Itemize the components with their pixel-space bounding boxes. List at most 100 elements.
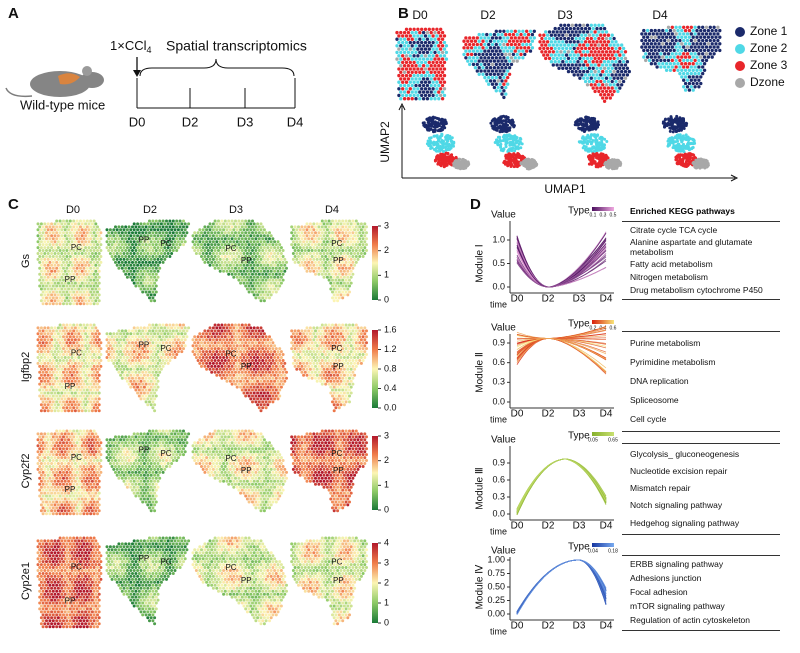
- spot: [583, 46, 588, 51]
- spot: [230, 225, 234, 229]
- spot: [576, 53, 580, 57]
- spot: [46, 246, 50, 250]
- spot: [442, 60, 447, 65]
- spot: [300, 260, 304, 264]
- spot: [336, 293, 340, 297]
- spot: [43, 263, 47, 267]
- spot: [540, 43, 544, 47]
- spot: [239, 222, 243, 226]
- spot: [661, 35, 665, 39]
- umap-point: [679, 128, 683, 132]
- spot: [220, 237, 224, 241]
- spot: [55, 237, 59, 241]
- spot: [601, 69, 605, 74]
- spot: [274, 249, 278, 252]
- spot: [399, 77, 403, 81]
- spot: [203, 237, 207, 241]
- spot: [80, 228, 84, 232]
- panel-label: C: [8, 196, 19, 213]
- spot: [702, 55, 707, 59]
- umap-point: [436, 136, 440, 140]
- spot: [587, 79, 592, 84]
- spot: [68, 266, 72, 270]
- spot: [682, 25, 686, 29]
- spot: [268, 249, 271, 252]
- spot: [205, 246, 209, 250]
- spot: [699, 75, 703, 79]
- spot: [136, 228, 140, 232]
- spot: [180, 240, 184, 244]
- spot: [149, 252, 153, 255]
- spot: [58, 266, 62, 270]
- spot: [342, 240, 346, 244]
- spot: [511, 52, 516, 57]
- spot: [213, 266, 217, 270]
- spot: [60, 240, 64, 244]
- spot: [349, 234, 353, 238]
- spot: [163, 257, 167, 261]
- spot: [308, 240, 312, 244]
- spot: [604, 63, 609, 67]
- spot: [538, 33, 542, 37]
- umap-point: [498, 126, 502, 130]
- spot: [404, 60, 409, 65]
- spot: [119, 252, 123, 255]
- spot: [521, 49, 525, 53]
- spot: [425, 83, 430, 88]
- umap-plot: [421, 115, 471, 171]
- spot: [561, 53, 565, 57]
- spot: [325, 263, 329, 267]
- spot: [425, 97, 430, 101]
- spot: [416, 67, 420, 71]
- spot: [151, 290, 155, 294]
- spot: [211, 257, 215, 261]
- spot: [433, 70, 437, 74]
- spot: [257, 255, 261, 258]
- spot: [672, 42, 676, 46]
- spot: [601, 50, 605, 54]
- spot: [252, 263, 256, 267]
- spot: [572, 46, 576, 51]
- spot: [488, 39, 493, 43]
- spot: [593, 43, 597, 47]
- spot: [38, 255, 42, 258]
- spot: [655, 45, 659, 49]
- spot: [239, 234, 243, 238]
- spot: [257, 266, 261, 270]
- spot: [148, 249, 151, 252]
- spot: [56, 338, 60, 342]
- spot: [80, 293, 84, 297]
- spot: [46, 287, 50, 291]
- spot: [201, 246, 205, 250]
- spot: [56, 326, 60, 330]
- spot: [271, 237, 275, 241]
- spot: [412, 93, 416, 98]
- spot: [568, 26, 573, 31]
- spot: [416, 54, 420, 58]
- spot: [597, 30, 601, 34]
- spot: [563, 30, 567, 34]
- spot: [151, 243, 155, 247]
- spot: [682, 38, 686, 43]
- spot: [261, 237, 265, 241]
- spot: [45, 284, 48, 288]
- spot: [353, 246, 357, 250]
- spot: [423, 54, 428, 58]
- spot: [689, 38, 693, 43]
- spot: [120, 231, 124, 235]
- spot: [402, 90, 407, 94]
- spot: [274, 266, 278, 270]
- spot: [156, 246, 160, 250]
- umap-point: [676, 142, 680, 146]
- spot: [346, 287, 350, 291]
- umap-point: [684, 135, 688, 139]
- spot: [48, 272, 52, 276]
- spot: [293, 237, 297, 241]
- spot: [433, 77, 437, 81]
- spot: [220, 219, 224, 223]
- umap-point: [590, 127, 593, 131]
- spot: [251, 266, 254, 270]
- spot: [334, 290, 338, 294]
- spot: [672, 28, 676, 33]
- spot: [708, 52, 712, 56]
